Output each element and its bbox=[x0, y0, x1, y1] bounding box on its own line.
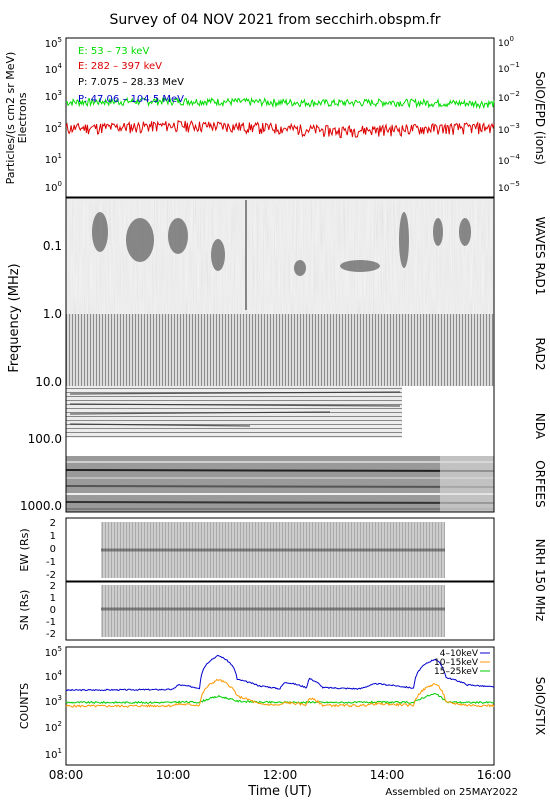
freq-tick-0-1: 0.1 bbox=[43, 239, 62, 253]
time-tick-0800: 08:00 bbox=[49, 768, 84, 782]
epd-tick-1e4: 104 bbox=[45, 62, 63, 76]
stix-tick-1e4: 104 bbox=[45, 669, 63, 683]
rad2-spectrogram bbox=[66, 314, 494, 386]
nrh-sn-panel: 2 1 0 -1 -2 SN (Rs) NRH 150 MHz bbox=[18, 539, 547, 641]
assembled-note: Assembled on 25MAY2022 bbox=[385, 787, 518, 798]
stix-tick-1e1: 101 bbox=[45, 747, 62, 761]
stix-legend-4-10: 4–10keV bbox=[440, 649, 479, 659]
time-tick-1200: 12:00 bbox=[263, 768, 298, 782]
legend-electrons-high: E: 282 – 397 keV bbox=[78, 61, 162, 72]
instrument-nda: NDA bbox=[533, 413, 547, 440]
ew-ticks: 2 1 0 -1 -2 bbox=[46, 518, 56, 581]
stix-ylabel: COUNTS bbox=[18, 683, 31, 729]
electrons-low-series bbox=[65, 96, 495, 110]
instrument-waves-rad1: WAVES RAD1 bbox=[533, 217, 547, 296]
time-tick-1400: 14:00 bbox=[370, 768, 405, 782]
nda-spectrogram bbox=[66, 386, 402, 438]
time-axis-label: Time (UT) bbox=[247, 784, 312, 799]
ew-ylabel: EW (Rs) bbox=[18, 528, 31, 571]
rad1-bursts bbox=[92, 200, 471, 310]
freq-tick-1000-0: 1000.0 bbox=[20, 499, 62, 513]
epd-rtick-1e-1: 10−1 bbox=[498, 61, 520, 75]
electrons-high-series bbox=[65, 120, 495, 139]
epd-rtick-1e-3: 10−3 bbox=[498, 122, 520, 136]
sn-tick-m1: -1 bbox=[46, 617, 56, 628]
stix-tick-1e2: 102 bbox=[45, 720, 62, 734]
epd-ylabel: Particles/(s cm2 sr MeV) bbox=[4, 52, 17, 185]
freq-tick-100-0: 100.0 bbox=[28, 432, 62, 446]
epd-tick-1e3: 103 bbox=[45, 89, 62, 103]
sn-tick-0: 0 bbox=[50, 605, 56, 616]
radio-panel: 0.1 1.0 10.0 100.0 1000.0 Frequency (MHz… bbox=[7, 197, 547, 513]
stix-legend-15-25: 15–25keV bbox=[434, 667, 479, 677]
sn-ylabel: SN (Rs) bbox=[18, 590, 31, 631]
epd-rtick-1e0: 100 bbox=[498, 35, 514, 49]
epd-panel: E: 53 – 73 keV E: 282 – 397 keV P: 7.075… bbox=[4, 35, 547, 198]
instrument-nrh: NRH 150 MHz bbox=[533, 539, 547, 622]
nrh-ew-panel: 2 1 0 -1 -2 EW (Rs) bbox=[18, 517, 495, 582]
sn-tick-m2: -2 bbox=[46, 629, 56, 640]
sn-ticks: 2 1 0 -1 -2 bbox=[46, 581, 56, 640]
sn-tick-2: 2 bbox=[50, 581, 56, 592]
ew-tick-m2: -2 bbox=[46, 570, 56, 581]
instrument-stix: SolO/STIX bbox=[533, 677, 547, 736]
epd-right-ticks: 100 10−1 10−2 10−3 10−4 10−5 bbox=[498, 35, 520, 194]
stix-tick-1e5: 105 bbox=[45, 645, 62, 659]
stix-10-15kev-series bbox=[65, 678, 495, 708]
epd-left-ticks: 105 104 103 102 101 100 bbox=[45, 36, 63, 194]
stix-panel: 4–10keV 10–15keV 15–25keV 105 104 103 10… bbox=[18, 645, 547, 766]
time-tick-1600: 16:00 bbox=[477, 768, 512, 782]
legend-electrons-low: E: 53 – 73 keV bbox=[78, 46, 149, 57]
epd-tick-1e0: 100 bbox=[45, 180, 62, 194]
ew-tick-m1: -1 bbox=[46, 557, 56, 568]
epd-tick-1e1: 101 bbox=[45, 152, 62, 166]
figure-title: Survey of 04 NOV 2021 from secchirh.obsp… bbox=[109, 12, 440, 28]
ew-tick-0: 0 bbox=[50, 544, 56, 555]
ew-tick-1: 1 bbox=[50, 531, 56, 542]
stix-15-25kev-series bbox=[65, 692, 495, 705]
time-axis: 08:00 10:00 12:00 14:00 16:00 Time (UT) bbox=[49, 768, 512, 799]
instrument-rad2: RAD2 bbox=[533, 338, 547, 371]
stix-4-10kev-series bbox=[65, 654, 495, 692]
radio-ylabel: Frequency (MHz) bbox=[7, 263, 22, 372]
epd-rtick-1e-4: 10−4 bbox=[498, 153, 520, 167]
nrh-sn-image bbox=[101, 585, 445, 637]
radio-freq-ticks: 0.1 1.0 10.0 100.0 1000.0 bbox=[20, 239, 62, 513]
legend-protons-high: P: 47.06 – 104.5 MeV bbox=[78, 94, 184, 105]
time-tick-1000: 10:00 bbox=[156, 768, 191, 782]
epd-legend: E: 53 – 73 keV E: 282 – 397 keV P: 7.075… bbox=[78, 46, 184, 105]
stix-tick-1e3: 103 bbox=[45, 694, 62, 708]
epd-tick-1e2: 102 bbox=[45, 121, 62, 135]
legend-protons-low: P: 7.075 – 28.33 MeV bbox=[78, 77, 184, 88]
instrument-orfees: ORFEES bbox=[533, 460, 547, 507]
epd-rtick-1e-2: 10−2 bbox=[498, 90, 520, 104]
epd-rtick-1e-5: 10−5 bbox=[498, 180, 520, 194]
stix-legend: 4–10keV 10–15keV 15–25keV bbox=[434, 649, 490, 677]
stix-legend-10-15: 10–15keV bbox=[434, 658, 479, 668]
freq-tick-1-0: 1.0 bbox=[43, 307, 62, 321]
ew-tick-2: 2 bbox=[50, 518, 56, 529]
freq-tick-10-0: 10.0 bbox=[35, 375, 62, 389]
epd-ylabel-electrons: Electrons bbox=[16, 92, 29, 143]
epd-tick-1e5: 105 bbox=[45, 36, 62, 50]
stix-ticks: 105 104 103 102 101 bbox=[45, 645, 63, 761]
epd-right-label: SolO/EPD (ions) bbox=[533, 71, 547, 165]
sn-tick-1: 1 bbox=[50, 593, 56, 604]
